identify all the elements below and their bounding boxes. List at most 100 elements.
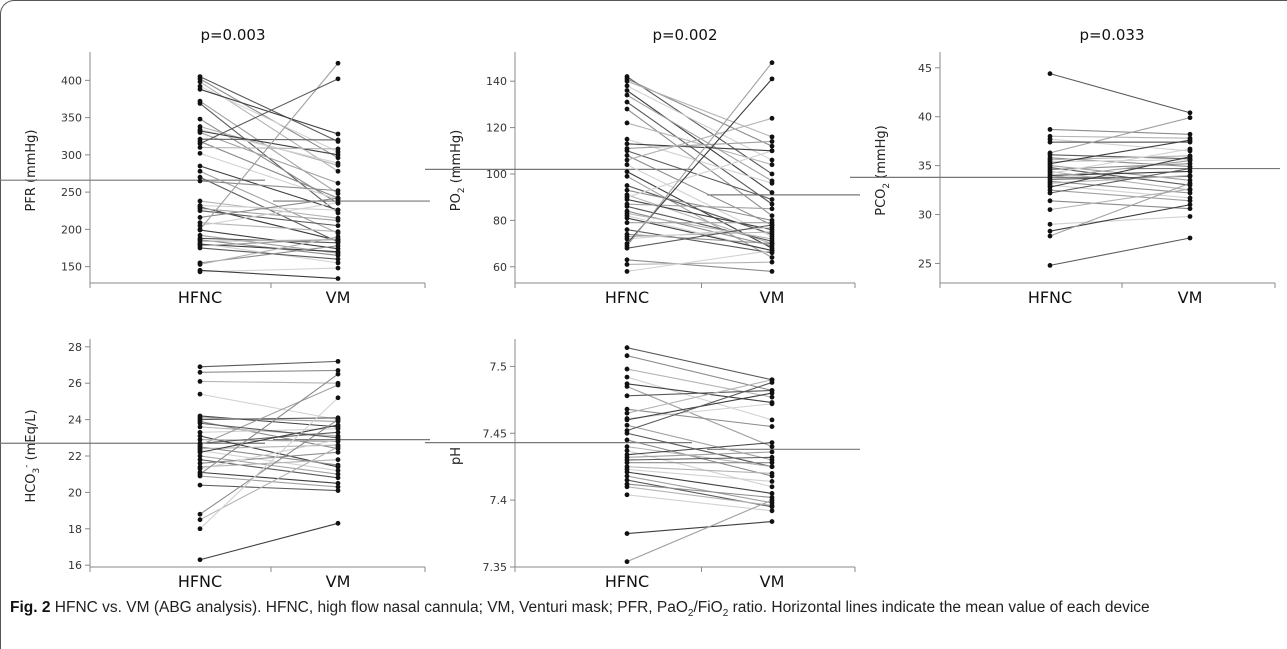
po2-pair-line-18 [626,185,773,235]
panel-ph: 7.35 7.4 7.45 7.5 pH HFNC VM [425,330,860,599]
pfr-pair-line-20 [199,200,339,219]
hco3-point-vm-30 [335,435,341,441]
po2-pair-line-38 [626,261,773,265]
pfr-point-vm-11 [335,180,341,186]
po2-point-hfnc-24 [624,204,630,209]
ph-category-hfnc: HFNC [605,572,649,591]
po2-point-vm-35 [769,60,775,66]
po2-point-hfnc-19 [624,187,630,193]
po2-pair-line-4 [626,90,773,193]
pco2-pair-line-12 [1049,167,1191,186]
po2-pair-line-13 [626,154,773,226]
hco3-point-hfnc-17 [197,453,203,459]
pfr-pair-line-16 [199,165,339,211]
pfr-pair-line-0 [199,76,339,142]
ph-point-vm-18 [769,454,775,460]
hco3-pair-line-23 [199,475,339,488]
po2-y-tick-label-3: 120 [486,122,507,135]
hco3-pair-line-30 [199,422,339,439]
pco2-pair-line-15 [1049,148,1191,174]
pco2-pair-line-22 [1049,156,1191,188]
hco3-pair-line-11 [199,439,339,442]
pfr-point-vm-41 [335,60,341,66]
po2-point-vm-31 [769,241,775,246]
ph-pair-line-27 [626,494,773,512]
po2-point-hfnc-4 [624,88,630,93]
po2-point-vm-21 [769,148,775,154]
po2-pair-line-2 [626,80,773,138]
pfr-point-hfnc-42 [197,141,203,147]
pfr-title: p=0.003 [200,26,265,44]
pfr-point-hfnc-36 [197,245,203,251]
hco3-point-hfnc-10 [197,433,203,439]
po2-category-vm: VM [760,288,785,307]
hco3-point-hfnc-26 [197,517,203,523]
pfr-pair-line-36 [199,247,339,260]
pco2-point-hfnc-28 [1047,228,1053,234]
pfr-pair-line-10 [199,130,339,156]
pfr-y-tick-label-2: 250 [61,186,82,199]
po2-y-tick-label-4: 140 [486,75,507,88]
hco3-pair-line-12 [199,431,339,444]
po2-point-hfnc-15 [624,162,630,168]
po2-point-vm-11 [769,139,775,144]
po2-pair-line-6 [626,101,773,205]
po2-pair-line-7 [626,108,773,217]
pco2-y-label: PCO2 (mmHg) [874,125,892,216]
ph-pair-line-1 [626,355,773,392]
pfr-pair-line-28 [199,229,339,250]
hco3-point-hfnc-2 [197,378,203,384]
pfr-pair-line-1 [199,78,339,159]
ph-point-hfnc-5 [624,384,630,389]
pfr-pair-line-41 [199,62,339,230]
hco3-point-vm-13 [335,462,341,468]
pfr-point-vm-21 [335,207,341,213]
pfr-point-vm-42 [335,76,341,82]
pco2-pair-line-23 [1049,189,1191,202]
pco2-point-hfnc-29 [1047,233,1053,239]
ph-pair-line-18 [626,456,773,461]
po2-point-vm-32 [769,229,775,235]
ph-point-vm-30 [769,380,775,385]
pco2-point-vm-5 [1187,115,1193,121]
pco2-pair-line-0 [1049,73,1191,114]
ph-point-hfnc-2 [624,366,630,372]
pfr-point-hfnc-18 [197,174,203,180]
hco3-pair-line-5 [199,417,339,422]
ph-point-hfnc-30 [624,428,630,433]
ph-point-hfnc-15 [624,448,630,454]
ph-pair-line-12 [626,432,773,468]
po2-point-vm-7 [769,213,775,219]
ph-pair-line-2 [626,368,773,398]
hco3-point-vm-19 [335,449,341,455]
ph-point-vm-3 [769,417,775,423]
pco2-pair-line-30 [1049,237,1191,266]
po2-point-hfnc-13 [624,153,630,158]
ph-pair-line-3 [626,376,773,421]
po2-point-hfnc-2 [624,78,630,84]
po2-y-tick-label-2: 100 [486,168,507,181]
po2-point-vm-34 [769,76,775,82]
hco3-point-vm-17 [335,471,341,477]
pfr-point-hfnc-24 [197,208,203,214]
ph-point-hfnc-11 [624,422,630,428]
caption-label: Fig. 2 [10,599,51,616]
ph-pair-line-23 [626,475,773,504]
ph-point-vm-29 [769,497,775,503]
pco2-title: p=0.033 [1079,26,1144,44]
pfr-point-vm-23 [335,218,341,223]
pco2-point-hfnc-25 [1047,198,1053,204]
ph-point-hfnc-28 [624,531,630,536]
pco2-pair-line-8 [1049,155,1191,161]
pfr-point-vm-37 [335,243,341,249]
pco2-pair-line-13 [1049,163,1191,171]
pco2-category-hfnc: HFNC [1028,288,1072,307]
hco3-point-vm-1 [335,368,341,373]
po2-point-vm-12 [769,197,775,202]
ph-pair-line-5 [626,385,773,448]
hco3-point-hfnc-16 [197,449,203,455]
po2-chart: p=0.002 60 80 100 120 140 PO2 (mmHg) HFNC VM [425,26,860,307]
pfr-y-tick-label-0: 150 [61,261,82,274]
pfr-point-hfnc-15 [197,150,203,156]
pco2-point-hfnc-0 [1047,71,1053,77]
